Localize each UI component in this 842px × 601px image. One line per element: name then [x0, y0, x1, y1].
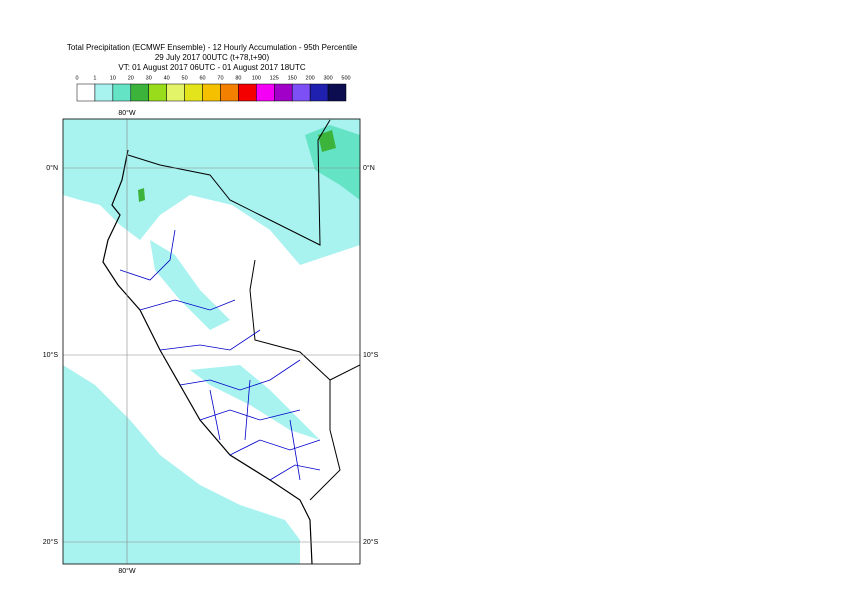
colorbar-label: 80 [235, 75, 241, 81]
colorbar: 0 1 10 20 30 40 50 60 70 80 100 125 150 200 300 500 [75, 75, 351, 102]
colorbar-box [256, 83, 275, 102]
lon-label: 80°W [118, 567, 136, 575]
colorbar-label: 40 [164, 75, 170, 81]
lat-label: 10°S [43, 351, 59, 359]
region-border [119, 229, 321, 481]
colorbar-box [220, 83, 239, 102]
colorbar-label: 200 [306, 75, 315, 81]
colorbar-label: 70 [217, 75, 223, 81]
colorbar-box [327, 83, 347, 102]
colorbar-label: 150 [288, 75, 297, 81]
lat-label: 0°N [363, 164, 375, 172]
lat-label: 10°S [363, 351, 379, 359]
precip-area [138, 188, 145, 202]
colorbar-label: 30 [146, 75, 152, 81]
colorbar-box [76, 83, 96, 102]
colorbar-label: 500 [341, 75, 350, 81]
colorbar-box [112, 83, 132, 102]
colorbar-label: 10 [110, 75, 116, 81]
precip-area [305, 125, 360, 200]
colorbar-label: 0 [75, 75, 78, 81]
map-frame [62, 118, 361, 565]
title-line: VT: 01 August 2017 06UTC - 01 August 201… [118, 63, 305, 72]
colorbar-label: 1 [93, 75, 96, 81]
colorbar-box [94, 83, 114, 102]
country-border [127, 119, 360, 501]
lat-label: 0°N [46, 164, 58, 172]
title-line: Total Precipitation (ECMWF Ensemble) - 1… [67, 43, 358, 52]
coastline [102, 149, 313, 564]
precip-area [63, 119, 360, 265]
lat-label: 20°S [363, 538, 379, 546]
lon-label: 80°W [118, 109, 136, 117]
colorbar-label: 50 [182, 75, 188, 81]
map: 80°W 80°W 0°N 0°N 10°S 10°S 20°S 20°S [43, 109, 379, 575]
colorbar-box [238, 83, 257, 102]
colorbar-label: 20 [128, 75, 134, 81]
colorbar-box [166, 83, 185, 102]
colorbar-label: 300 [323, 75, 332, 81]
title-line: 29 July 2017 00UTC (t+78,t+90) [155, 53, 270, 62]
precip-area [318, 130, 336, 152]
colorbar-box [202, 83, 221, 102]
precip-area [63, 365, 300, 564]
lat-label: 20°S [43, 538, 59, 546]
colorbar-label: 100 [252, 75, 261, 81]
colorbar-box [291, 83, 311, 102]
colorbar-box [148, 83, 167, 102]
colorbar-label: 60 [199, 75, 205, 81]
colorbar-box [184, 83, 203, 102]
colorbar-label: 125 [270, 75, 279, 81]
precip-area [150, 240, 230, 330]
colorbar-box [309, 83, 329, 102]
colorbar-box [274, 83, 293, 102]
colorbar-box [130, 83, 149, 102]
